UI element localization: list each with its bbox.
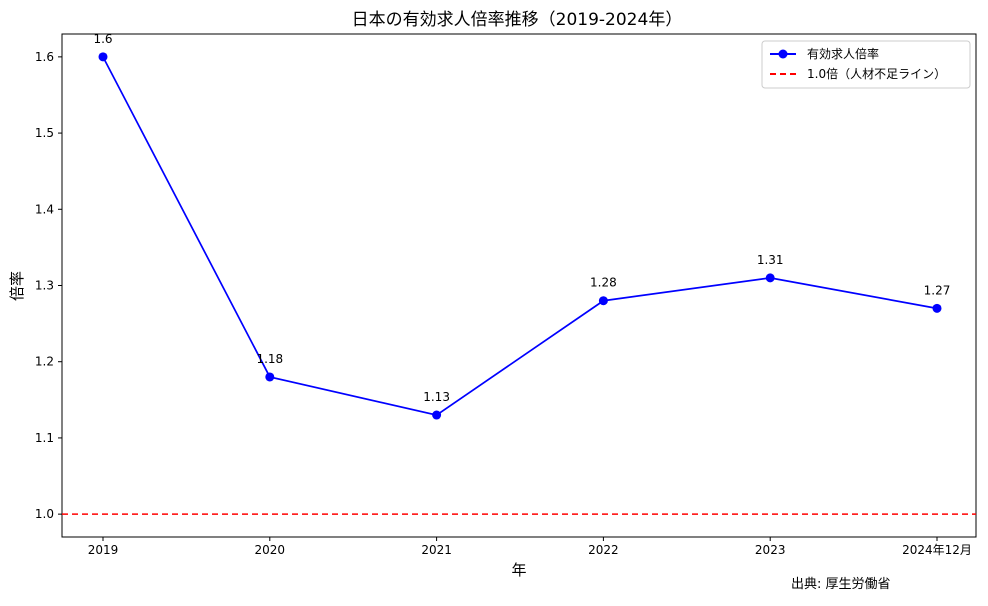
data-label: 1.28 <box>590 276 617 290</box>
legend-series-label: 有効求人倍率 <box>807 46 879 61</box>
x-tick-label: 2024年12月 <box>902 543 972 557</box>
x-axis-label: 年 <box>511 561 526 579</box>
x-tick-label: 2021 <box>421 543 452 557</box>
data-point <box>432 410 442 420</box>
data-point <box>598 296 608 306</box>
y-tick-label: 1.1 <box>35 431 54 445</box>
data-label: 1.31 <box>757 253 784 267</box>
data-label-layer: 1.6 1.18 1.13 1.28 1.31 1.27 <box>93 32 950 404</box>
legend-reference-label: 1.0倍（人材不足ライン） <box>807 66 946 81</box>
y-axis: 1.0 1.1 1.2 1.3 1.4 1.5 1.6 <box>35 50 62 521</box>
y-axis-label: 倍率 <box>8 271 26 301</box>
x-axis: 2019 2020 2021 2022 2023 2024年12月 <box>88 537 972 557</box>
series-line <box>102 56 938 416</box>
data-label: 1.13 <box>423 390 450 404</box>
legend: 有効求人倍率 1.0倍（人材不足ライン） <box>761 40 971 89</box>
data-point <box>98 52 108 62</box>
data-point <box>265 372 275 382</box>
y-tick-label: 1.3 <box>35 279 54 293</box>
x-tick-label: 2019 <box>88 543 119 557</box>
data-label: 1.27 <box>924 283 951 297</box>
plot-area-frame <box>61 33 977 538</box>
chart-title: 日本の有効求人倍率推移（2019-2024年） <box>352 10 683 30</box>
y-tick-label: 1.0 <box>35 507 54 521</box>
source-note: 出典: 厚生労働省 <box>791 577 891 592</box>
y-tick-label: 1.5 <box>35 126 54 140</box>
data-point <box>765 273 775 283</box>
data-label: 1.6 <box>93 32 112 46</box>
legend-series-marker <box>778 49 788 59</box>
series-layer <box>98 52 942 420</box>
data-label: 1.18 <box>256 352 283 366</box>
legend-box <box>761 40 971 89</box>
x-tick-label: 2022 <box>588 543 619 557</box>
y-tick-label: 1.4 <box>35 202 54 216</box>
y-tick-label: 1.2 <box>35 355 54 369</box>
y-tick-label: 1.6 <box>35 50 54 64</box>
x-tick-label: 2020 <box>255 543 286 557</box>
data-point <box>932 303 942 313</box>
x-tick-label: 2023 <box>755 543 786 557</box>
